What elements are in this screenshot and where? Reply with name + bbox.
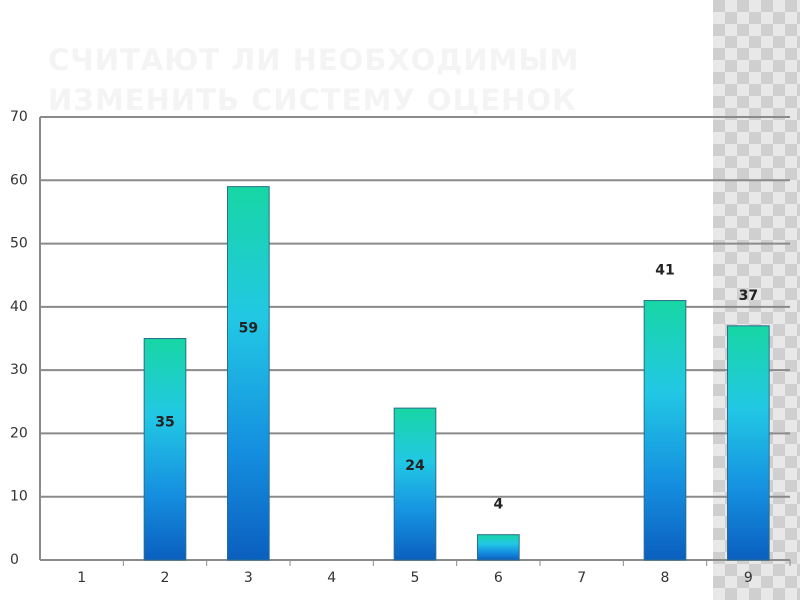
x-tick-label: 3 xyxy=(244,570,253,586)
x-tick-label: 2 xyxy=(161,570,170,586)
y-tick-label: 0 xyxy=(10,552,19,568)
x-tick-label: 9 xyxy=(744,570,753,586)
x-tick-label: 4 xyxy=(327,570,336,586)
value-label: 59 xyxy=(239,321,258,337)
value-label: 35 xyxy=(155,415,174,431)
y-tick-label: 60 xyxy=(10,172,28,188)
y-tick-label: 50 xyxy=(10,236,28,252)
value-label: 24 xyxy=(405,458,425,474)
bar xyxy=(143,338,187,561)
y-tick-label: 40 xyxy=(10,299,28,315)
y-tick-label: 10 xyxy=(10,489,28,505)
value-label: 41 xyxy=(655,263,674,279)
x-tick-label: 1 xyxy=(77,570,86,586)
value-label: 4 xyxy=(493,497,503,513)
y-tick-label: 30 xyxy=(10,362,28,378)
x-tick-label: 8 xyxy=(661,570,670,586)
x-tick-label: 5 xyxy=(411,570,420,586)
x-tick-label: 7 xyxy=(577,570,586,586)
bar xyxy=(643,300,687,561)
bar xyxy=(477,534,520,561)
x-tick-label: 6 xyxy=(494,570,503,586)
bar xyxy=(227,186,270,561)
y-tick-label: 20 xyxy=(10,425,28,441)
y-tick-label: 70 xyxy=(10,109,28,125)
chart-title: СЧИТАЮТ ЛИ НЕОБХОДИМЫМ ИЗМЕНИТЬ СИСТЕМУ О… xyxy=(48,43,579,117)
bar xyxy=(727,325,770,561)
value-label: 37 xyxy=(739,288,758,304)
bar xyxy=(393,407,437,561)
